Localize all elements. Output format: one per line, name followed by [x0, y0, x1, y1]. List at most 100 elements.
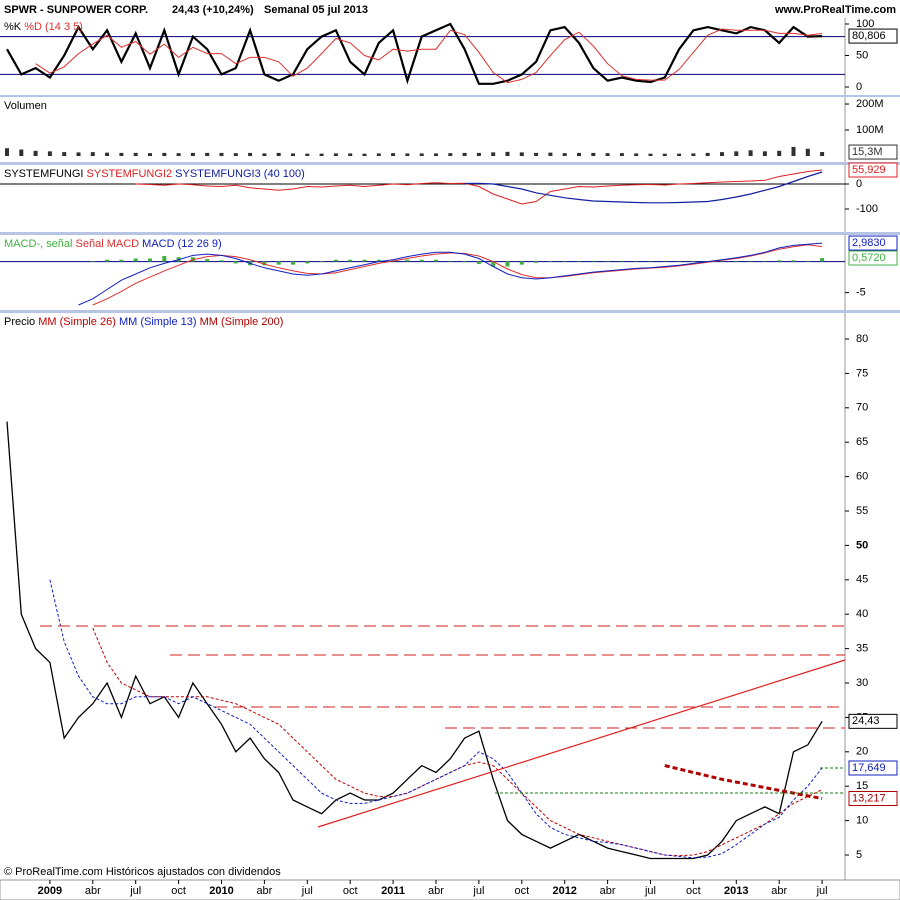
bar — [791, 260, 796, 262]
value-label-box — [848, 760, 898, 776]
bar — [205, 152, 210, 157]
y-tick-label: 45 — [856, 574, 868, 586]
x-tick-label: jul — [644, 885, 656, 897]
bar — [405, 259, 410, 262]
bar — [805, 148, 810, 157]
bar — [791, 146, 796, 157]
y-tick-label: 50 — [856, 49, 868, 61]
bar — [76, 152, 81, 157]
bar — [305, 153, 310, 157]
bar — [548, 152, 553, 157]
bar — [720, 152, 724, 157]
x-tick-label: oct — [514, 885, 529, 897]
bar — [19, 149, 24, 157]
x-tick-label: oct — [171, 885, 186, 897]
bar — [105, 152, 110, 157]
y-tick-label: -100 — [856, 203, 878, 215]
bar — [476, 261, 481, 265]
y-tick-label: 200M — [856, 98, 884, 110]
bar — [734, 151, 739, 157]
bar — [262, 153, 267, 157]
panel-title: Precio — [4, 316, 35, 328]
bar — [805, 260, 810, 262]
y-tick-label: 70 — [856, 402, 868, 414]
bar — [577, 152, 581, 157]
y-tick-label: 80 — [856, 333, 868, 345]
series-line — [78, 242, 823, 306]
bar — [691, 260, 696, 262]
x-tick-label: jul — [301, 885, 313, 897]
x-tick-label: abr — [771, 885, 787, 897]
bar — [619, 260, 624, 262]
bar — [491, 152, 496, 157]
y-tick-label: 65 — [856, 436, 868, 448]
bar — [562, 260, 567, 262]
bar — [691, 153, 696, 157]
bar — [419, 259, 424, 262]
bar — [462, 261, 467, 263]
bar — [448, 260, 453, 262]
legend-entry: Señal MACD — [76, 238, 140, 250]
legend-entry: SYSTEMFUNGI3 — [175, 168, 261, 180]
bar — [333, 153, 338, 157]
trend-line — [317, 659, 846, 828]
value-label: 24,43 — [852, 715, 880, 727]
x-tick-label: jul — [472, 885, 484, 897]
legend-entry: MM (Simple 200) — [200, 316, 284, 328]
bar — [405, 153, 410, 157]
legend-entry: MM (Simple 26) — [38, 316, 116, 328]
bar — [376, 259, 381, 262]
bar — [820, 258, 825, 262]
bar — [105, 259, 110, 262]
bar — [720, 260, 724, 262]
bar — [705, 152, 710, 157]
y-tick-label: 55 — [856, 505, 868, 517]
bar — [619, 153, 624, 157]
x-tick-label: abr — [428, 885, 444, 897]
bar — [276, 261, 281, 265]
bar — [319, 261, 324, 263]
x-tick-label: abr — [85, 885, 101, 897]
bar — [148, 258, 152, 262]
bar — [162, 255, 167, 262]
y-tick-label: 20 — [856, 746, 868, 758]
panel-title: SYSTEMFUNGI — [4, 168, 83, 180]
panel-params: (12 26 9) — [178, 238, 222, 250]
y-tick-label: 0 — [856, 178, 862, 190]
bar — [248, 152, 253, 157]
y-tick-label: 60 — [856, 471, 868, 483]
value-label-box — [848, 790, 898, 806]
x-tick-label: abr — [256, 885, 272, 897]
x-tick-label: jul — [129, 885, 141, 897]
bar — [291, 153, 295, 157]
bar — [677, 153, 682, 157]
x-axis — [0, 879, 900, 900]
bar — [634, 153, 639, 157]
site: www.ProRealTime.com — [774, 4, 896, 16]
value-label: 0,5720 — [852, 252, 886, 264]
value-label: 80,806 — [852, 30, 886, 42]
value-label: 15,3M — [852, 146, 883, 158]
bar — [291, 261, 295, 265]
bar — [605, 153, 610, 157]
bar — [376, 153, 381, 157]
panel-params: (40 100) — [264, 168, 305, 180]
bar — [662, 260, 667, 262]
series-line — [664, 764, 823, 800]
x-tick-label: oct — [686, 885, 701, 897]
value-label-box — [848, 28, 898, 44]
footer: © ProRealTime.com Históricos ajustados c… — [4, 866, 281, 878]
bar — [519, 261, 524, 265]
bar — [348, 259, 353, 262]
value-label-box — [848, 235, 898, 251]
x-tick-label: 2012 — [552, 885, 576, 897]
legend-entry: %D — [24, 21, 42, 33]
bar — [648, 260, 653, 262]
y-tick-label: 5 — [856, 849, 862, 861]
x-tick-label: 2013 — [724, 885, 748, 897]
bar — [591, 260, 596, 262]
bar — [548, 261, 553, 263]
bar — [434, 259, 438, 262]
